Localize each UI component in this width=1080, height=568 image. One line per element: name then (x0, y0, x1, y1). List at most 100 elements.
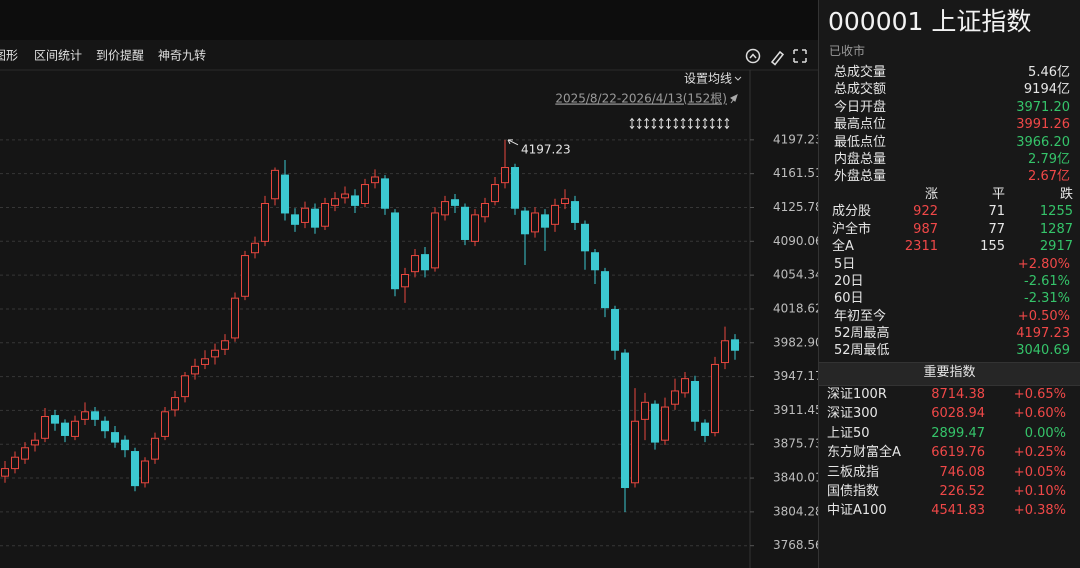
candle-body (611, 309, 619, 351)
index-change: +0.60% (1013, 406, 1066, 422)
stat-value: 2.67亿 (1028, 169, 1070, 185)
candle-body (681, 378, 689, 394)
candle-body (151, 437, 159, 460)
breadth-label: 全A (832, 239, 854, 254)
index-name[interactable]: 三板成指 (827, 464, 880, 480)
candle-body (91, 411, 99, 420)
index-name[interactable]: 上证50 (827, 425, 870, 441)
candle-body (311, 208, 319, 228)
y-tick-label: 4018.62 (773, 301, 818, 315)
period-label: 年初至今 (834, 308, 887, 324)
candle-body (331, 198, 339, 206)
candle-body (421, 254, 429, 271)
index-value: 4541.83 (931, 503, 985, 519)
candle-body (711, 363, 719, 434)
candle-body (691, 380, 699, 422)
period-label: 60日 (834, 291, 864, 307)
period-value: -2.31% (1024, 291, 1070, 307)
candle-body (81, 411, 89, 420)
y-tick-label: 4161.51 (773, 166, 818, 180)
candle-body (641, 401, 649, 420)
candle-body (231, 297, 239, 339)
index-name[interactable]: 深证100R (827, 387, 887, 402)
candle-body (731, 339, 739, 351)
breadth-value: 155 (980, 239, 1005, 254)
candle-body (241, 255, 249, 297)
candle-body (201, 358, 209, 365)
candle-body (381, 178, 389, 209)
index-name[interactable]: 东方财富全A (827, 445, 901, 461)
index-change: +0.65% (1013, 387, 1066, 402)
index-name[interactable]: 国债指数 (827, 484, 880, 499)
candle-body (221, 340, 229, 350)
candle-body (121, 439, 129, 451)
annotation-arrow (507, 139, 519, 146)
arrow-icon (688, 117, 693, 130)
ma-setting[interactable]: 设置均线 (684, 72, 732, 86)
breadth-value: 77 (988, 221, 1005, 237)
toolbar-button[interactable]: 区间统计 (34, 49, 82, 63)
candle-body (441, 201, 449, 216)
candle-body (271, 169, 279, 200)
candle-body (301, 207, 309, 223)
index-name[interactable]: 中证A100 (827, 503, 887, 519)
high-annotation: 4197.23 (521, 142, 571, 156)
dropdown-chevron[interactable] (734, 76, 742, 81)
index-value: 6028.94 (931, 406, 985, 422)
y-tick-label: 4054.34 (773, 268, 818, 282)
pin-icon[interactable] (730, 94, 738, 104)
period-label: 5日 (834, 257, 856, 272)
period-label: 52周最低 (834, 343, 890, 358)
toolbar-button[interactable]: 图形 (0, 49, 18, 63)
arrow-icon (629, 117, 635, 130)
candle-body (581, 223, 589, 252)
candle-body (371, 176, 379, 184)
stat-value: 2.79亿 (1028, 152, 1070, 167)
candle-body (501, 167, 509, 184)
toolbar-button[interactable]: 到价提醒 (96, 48, 144, 63)
arrow-icon (709, 117, 715, 130)
candle-body (161, 411, 169, 437)
breadth-label: 成分股 (832, 204, 872, 219)
candle-body (361, 184, 369, 204)
breadth-value: 2311 (904, 239, 938, 254)
candle-body (411, 255, 419, 273)
index-value: 746.08 (939, 464, 986, 480)
stat-label: 最低点位 (834, 134, 887, 150)
arrow-icon (702, 117, 708, 130)
candle-body (1, 468, 9, 477)
y-tick-label: 3911.45 (773, 403, 818, 417)
candle-body (561, 198, 569, 204)
candle-body (651, 403, 659, 443)
candle-body (391, 212, 399, 290)
y-tick-label: 3947.17 (773, 369, 818, 383)
top-strip (0, 0, 818, 40)
indicator-arrows (629, 117, 730, 130)
candle-body (631, 420, 639, 484)
candle-body (551, 204, 559, 225)
candle-body (451, 199, 459, 206)
section-title: 重要指数 (923, 365, 976, 380)
candle-body (511, 167, 519, 209)
candle-body (51, 415, 59, 424)
arrow-icon (644, 117, 649, 130)
breadth-value: 1287 (1039, 221, 1073, 237)
index-change: +0.25% (1013, 445, 1066, 461)
candle-body (211, 349, 219, 358)
candle-body (321, 202, 329, 227)
candle-body (171, 397, 179, 411)
candle-body (111, 432, 119, 443)
candle-body (261, 202, 269, 242)
arrow-icon (636, 117, 642, 130)
candle-body (521, 210, 529, 235)
index-name[interactable]: 深证300 (827, 406, 878, 422)
candle-body (41, 416, 49, 439)
stat-label: 外盘总量 (834, 169, 887, 185)
toolbar-icons[interactable] (745, 48, 807, 66)
toolbar-button[interactable]: 神奇九转 (158, 48, 206, 63)
candle-body (401, 274, 409, 288)
arrow-icon (680, 117, 686, 130)
candle-body (71, 420, 79, 437)
quote-panel: 000001 上证指数 已收市 总成交量 5.46亿 总成交额 9194亿 今日开盘 3971… (818, 0, 1080, 568)
breadth-header: 平 (991, 187, 1005, 202)
